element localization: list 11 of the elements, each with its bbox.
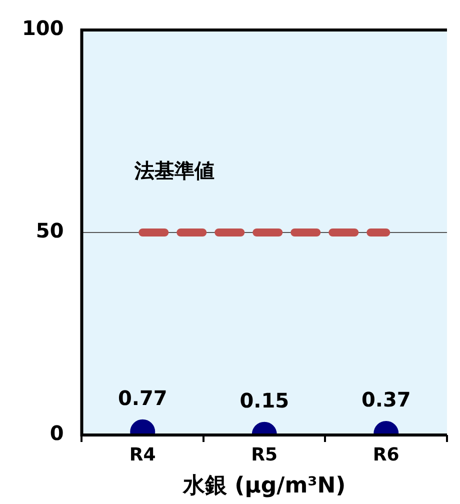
x-tick-label: R4 xyxy=(129,444,156,466)
y-tick-label: 50 xyxy=(36,218,64,243)
data-label: 0.77 xyxy=(118,386,168,410)
x-axis-title: 水銀 (μg/m³N) xyxy=(182,474,346,499)
x-tick-label: R5 xyxy=(251,444,278,466)
data-label: 0.15 xyxy=(240,388,290,413)
data-label: 0.37 xyxy=(361,388,411,412)
y-tick-label: 0 xyxy=(50,421,64,446)
x-tick-label: R6 xyxy=(372,444,400,466)
ref-line-label: 法基準値 xyxy=(134,158,215,183)
y-tick-label: 100 xyxy=(22,16,64,40)
